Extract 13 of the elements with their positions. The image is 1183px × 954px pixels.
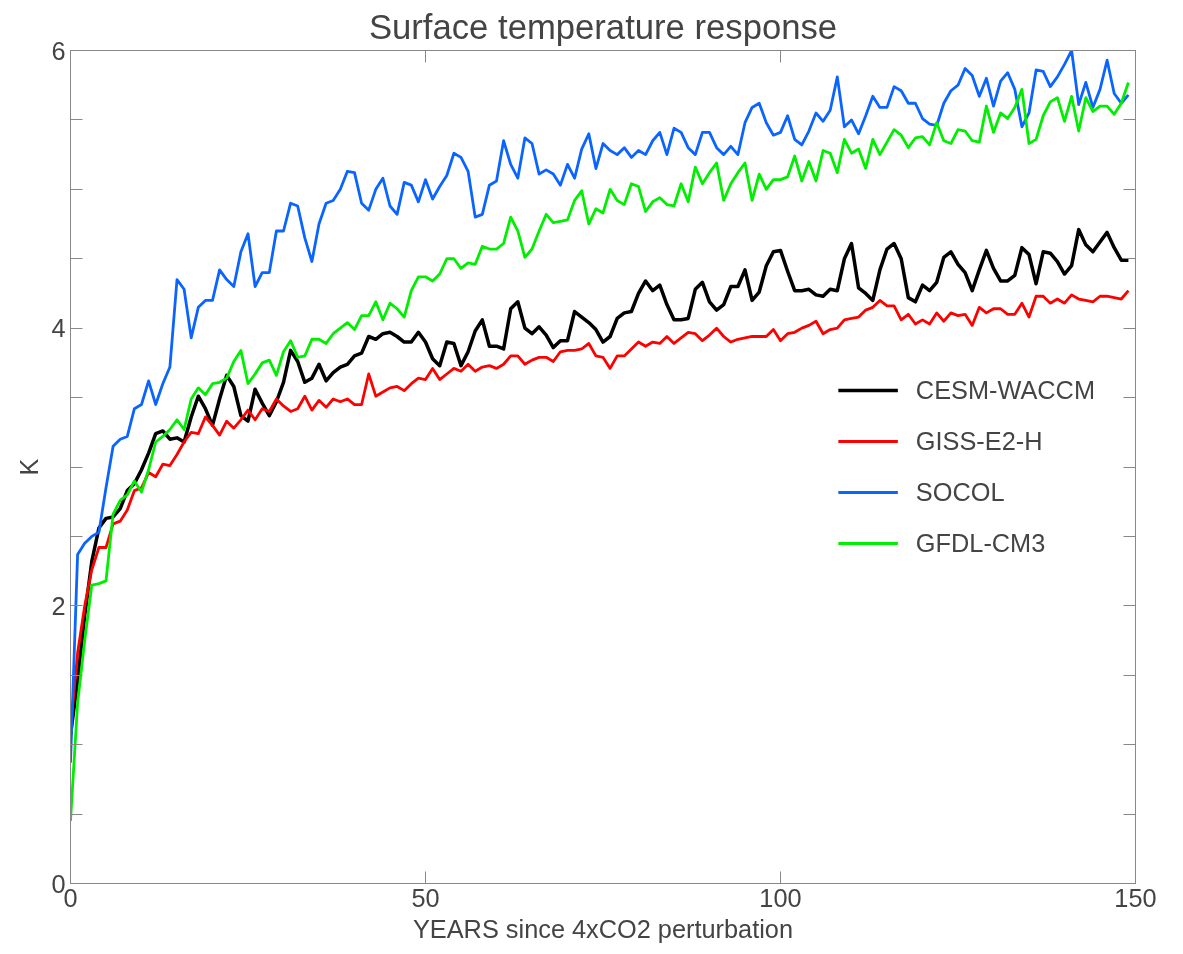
x-tick-label: 100	[759, 883, 802, 912]
x-axis-title: YEARS since 4xCO2 perturbation	[412, 914, 794, 943]
legend-label: CESM-WACCM	[915, 375, 1095, 405]
legend-label: GFDL-CM3	[915, 528, 1046, 558]
chart-title: Surface temperature response	[368, 7, 838, 46]
x-tick-label: 150	[1114, 883, 1157, 912]
legend-label: SOCOL	[915, 477, 1005, 507]
y-tick-label: 6	[51, 36, 66, 65]
y-tick-label: 2	[51, 591, 66, 620]
y-axis-title: K	[15, 458, 44, 476]
legend-label: GISS-E2-H	[915, 426, 1043, 456]
y-tick-label: 4	[51, 314, 66, 343]
x-tick-label: 50	[411, 883, 440, 912]
